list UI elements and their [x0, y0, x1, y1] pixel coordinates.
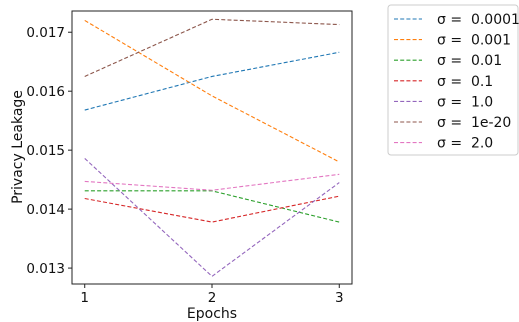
- y-tick-label: 0.013: [26, 261, 65, 277]
- legend: σ = 0.0001 σ = 0.001 σ = 0.01 σ = 0.1 σ = 1.…: [387, 4, 519, 156]
- series-line-5: [84, 18, 340, 77]
- legend-label-2: σ = 0.01: [437, 53, 502, 69]
- series-line-3: [84, 195, 340, 223]
- legend-frame: [387, 4, 519, 156]
- series-line-0: [84, 51, 340, 111]
- y-axis-ticks: 0.013 0.014 0.015 0.016 0.017: [26, 25, 72, 277]
- x-tick-label: 3: [335, 290, 344, 306]
- legend-label-3: σ = 0.1: [437, 74, 493, 90]
- series-lines: [84, 18, 340, 278]
- y-tick-label: 0.014: [26, 202, 65, 218]
- series-line-2: [84, 190, 340, 223]
- y-axis-label: Privacy Leakage: [10, 90, 26, 204]
- y-tick-label: 0.015: [26, 143, 65, 159]
- y-tick-label: 0.016: [26, 84, 65, 100]
- series-line-6: [84, 173, 340, 191]
- legend-label-0: σ = 0.0001: [437, 12, 519, 28]
- series-line-1: [84, 19, 340, 163]
- legend-label-5: σ = 1e-20: [437, 115, 511, 131]
- x-axis-ticks: 1 2 3: [80, 284, 344, 306]
- x-axis-label: Epochs: [187, 306, 237, 322]
- legend-label-1: σ = 0.001: [437, 33, 511, 49]
- legend-label-4: σ = 1.0: [437, 94, 493, 110]
- x-tick-label: 1: [80, 290, 89, 306]
- plot-frame: [71, 10, 353, 285]
- series-line-4: [84, 158, 340, 278]
- legend-label-6: σ = 2.0: [437, 136, 493, 152]
- y-tick-label: 0.017: [26, 25, 65, 41]
- x-tick-label: 2: [208, 290, 217, 306]
